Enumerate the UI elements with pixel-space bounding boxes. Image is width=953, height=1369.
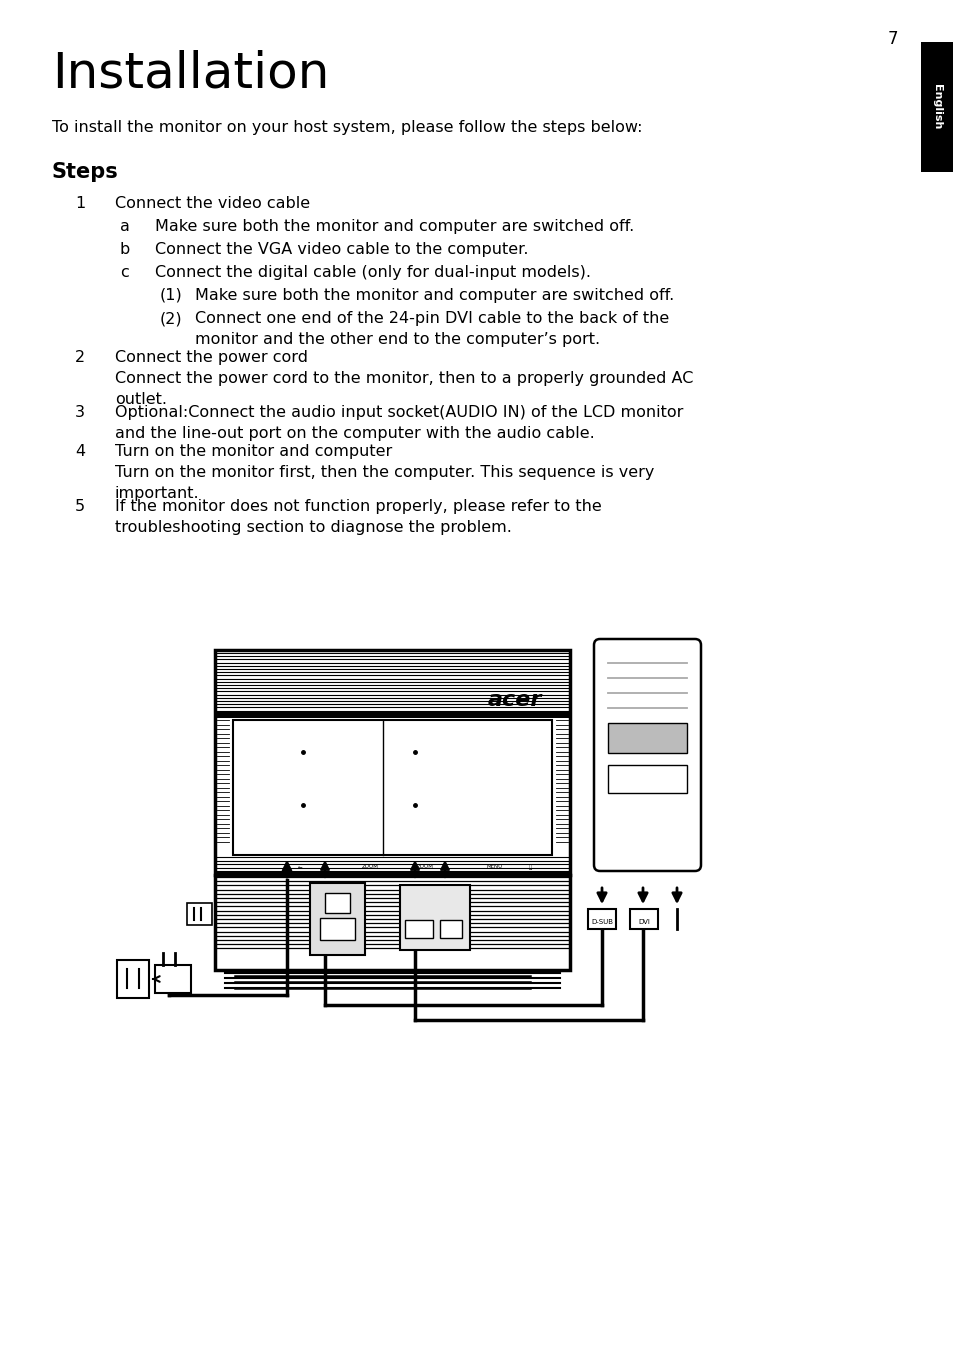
Text: ←: ← (297, 864, 302, 869)
Text: b: b (120, 242, 131, 257)
Bar (187, 904, 212, 925)
Text: c: c (120, 266, 129, 281)
Bar (439, 920, 461, 938)
Bar (325, 893, 350, 913)
Bar (399, 884, 470, 950)
Text: To install the monitor on your host system, please follow the steps below:: To install the monitor on your host syst… (52, 120, 641, 136)
Text: MENU: MENU (486, 864, 502, 869)
Bar (607, 723, 686, 753)
Bar (214, 650, 569, 875)
Text: ⏻: ⏻ (528, 864, 531, 869)
Text: Installation: Installation (52, 51, 329, 99)
Bar (214, 711, 569, 717)
Bar (233, 720, 552, 856)
Text: (2): (2) (160, 311, 182, 326)
Bar (310, 883, 365, 956)
Bar (405, 920, 433, 938)
FancyBboxPatch shape (594, 639, 700, 871)
Bar (587, 909, 616, 930)
Text: DVI: DVI (638, 919, 649, 925)
Bar (607, 765, 686, 793)
Text: If the monitor does not function properly, please refer to the
troubleshooting s: If the monitor does not function properl… (115, 498, 601, 535)
Text: 3: 3 (75, 405, 85, 420)
Bar (214, 875, 569, 971)
Text: Steps: Steps (52, 162, 118, 182)
Text: 1: 1 (75, 196, 85, 211)
Text: Connect the digital cable (only for dual-input models).: Connect the digital cable (only for dual… (154, 266, 590, 281)
Text: 4: 4 (75, 444, 85, 459)
Text: Connect the video cable: Connect the video cable (115, 196, 310, 211)
Text: ZOOM: ZOOM (361, 864, 378, 869)
Polygon shape (154, 965, 191, 993)
Text: acer: acer (487, 690, 541, 711)
Text: 7: 7 (887, 30, 898, 48)
Text: Connect the power cord
Connect the power cord to the monitor, then to a properly: Connect the power cord Connect the power… (115, 350, 693, 407)
Bar (629, 909, 658, 930)
Text: D-SUB: D-SUB (590, 919, 613, 925)
Text: 5: 5 (75, 498, 85, 513)
Text: Optional:Connect the audio input socket(AUDIO IN) of the LCD monitor
and the lin: Optional:Connect the audio input socket(… (115, 405, 682, 441)
Text: Connect one end of the 24-pin DVI cable to the back of the
monitor and the other: Connect one end of the 24-pin DVI cable … (194, 311, 669, 346)
Text: ZOOM: ZOOM (416, 864, 433, 869)
Text: Connect the VGA video cable to the computer.: Connect the VGA video cable to the compu… (154, 242, 528, 257)
Text: 2: 2 (75, 350, 85, 366)
Bar (920, 42, 953, 172)
Text: Make sure both the monitor and computer are switched off.: Make sure both the monitor and computer … (194, 287, 674, 303)
Bar (214, 871, 569, 875)
Bar (117, 960, 149, 998)
Text: Make sure both the monitor and computer are switched off.: Make sure both the monitor and computer … (154, 219, 634, 234)
Text: a: a (120, 219, 130, 234)
Text: Turn on the monitor and computer
Turn on the monitor first, then the computer. T: Turn on the monitor and computer Turn on… (115, 444, 654, 501)
Text: English: English (931, 85, 942, 130)
Bar (319, 919, 355, 941)
Text: (1): (1) (160, 287, 183, 303)
